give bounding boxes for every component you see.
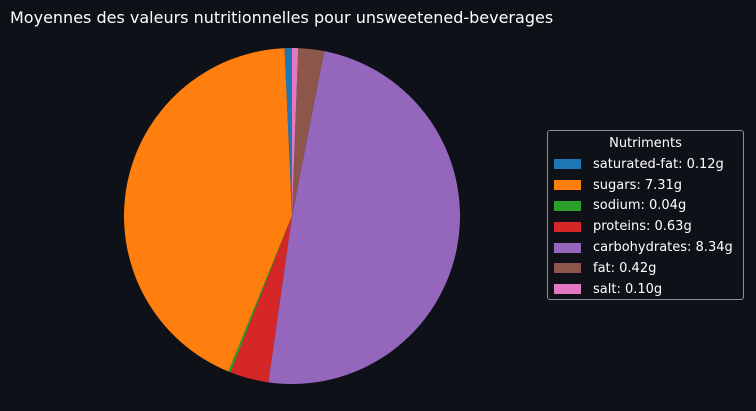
legend-label: carbohydrates: 8.34g xyxy=(593,240,733,256)
legend-item-saturated-fat: saturated-fat: 0.12g xyxy=(548,154,743,175)
legend-swatch xyxy=(554,159,581,170)
pie-slice-carbohydrates xyxy=(268,51,460,384)
legend-label: sodium: 0.04g xyxy=(593,198,687,214)
legend-item-carbohydrates: carbohydrates: 8.34g xyxy=(548,237,743,258)
legend-item-salt: salt: 0.10g xyxy=(548,279,743,300)
pie-slices xyxy=(124,48,460,384)
legend-item-proteins: proteins: 0.63g xyxy=(548,216,743,237)
legend-label: salt: 0.10g xyxy=(593,281,663,297)
pie-slice-sugars xyxy=(124,48,292,372)
legend-swatch xyxy=(554,200,581,211)
legend-label: proteins: 0.63g xyxy=(593,219,692,235)
pie-slice-fat xyxy=(292,48,325,217)
pie-slice-proteins xyxy=(230,216,292,383)
legend-swatch xyxy=(554,284,581,295)
legend-title: Nutriments xyxy=(609,136,682,151)
legend-item-sugars: sugars: 7.31g xyxy=(548,175,743,196)
legend-item-fat: fat: 0.42g xyxy=(548,258,743,279)
pie-slice-salt xyxy=(292,48,299,216)
legend-label: fat: 0.42g xyxy=(593,260,657,276)
legend-label: saturated-fat: 0.12g xyxy=(593,156,724,172)
legend-swatch xyxy=(554,263,581,274)
legend: Nutriments saturated-fat: 0.12g sugars: 7… xyxy=(547,130,744,300)
legend-swatch xyxy=(554,242,581,253)
legend-item-sodium: sodium: 0.04g xyxy=(548,196,743,217)
chart-title: Moyennes des valeurs nutritionnelles pou… xyxy=(10,8,554,27)
pie-slice-sodium xyxy=(228,216,292,373)
legend-swatch xyxy=(554,221,581,232)
pie-slice-saturated-fat xyxy=(284,48,292,216)
legend-items: saturated-fat: 0.12g sugars: 7.31g sodium:… xyxy=(548,154,743,300)
legend-swatch xyxy=(554,180,581,191)
legend-label: sugars: 7.31g xyxy=(593,177,683,193)
